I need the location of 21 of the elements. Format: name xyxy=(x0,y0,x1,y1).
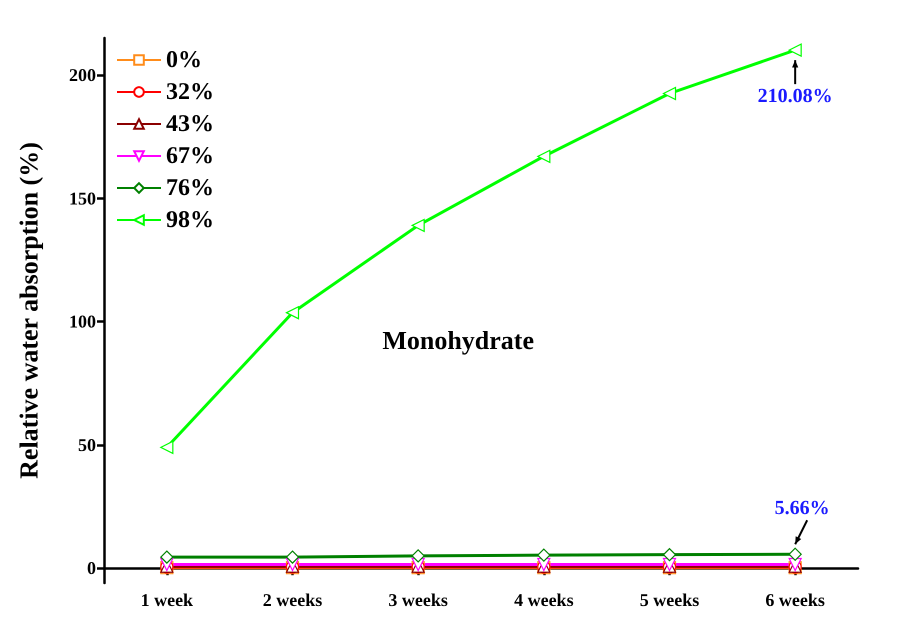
x-tick-label: 2 weeks xyxy=(262,590,322,610)
x-tick-label: 1 week xyxy=(140,590,194,610)
legend-label: 76% xyxy=(166,175,214,201)
x-tick-label: 5 weeks xyxy=(640,590,700,610)
y-tick-label: 0 xyxy=(87,558,96,578)
legend-label: 43% xyxy=(166,111,214,137)
x-tick-label: 6 weeks xyxy=(765,590,825,610)
x-tick-label: 3 weeks xyxy=(388,590,448,610)
legend-label: 98% xyxy=(166,207,214,233)
y-tick-label: 200 xyxy=(69,64,96,85)
annotation: 210.08% xyxy=(758,85,833,108)
legend-label: 67% xyxy=(166,143,214,169)
annotation: 5.66% xyxy=(774,497,830,520)
y-tick-label: 50 xyxy=(78,434,96,455)
y-axis-title: Relative water absorption (%) xyxy=(14,142,44,479)
legend-label: 0% xyxy=(166,47,202,73)
legend-label: 32% xyxy=(166,79,214,105)
annotation: Monohydrate xyxy=(382,326,534,355)
y-tick-label: 100 xyxy=(69,312,96,332)
x-tick-label: 4 weeks xyxy=(514,590,574,610)
y-tick-label: 150 xyxy=(69,188,96,208)
